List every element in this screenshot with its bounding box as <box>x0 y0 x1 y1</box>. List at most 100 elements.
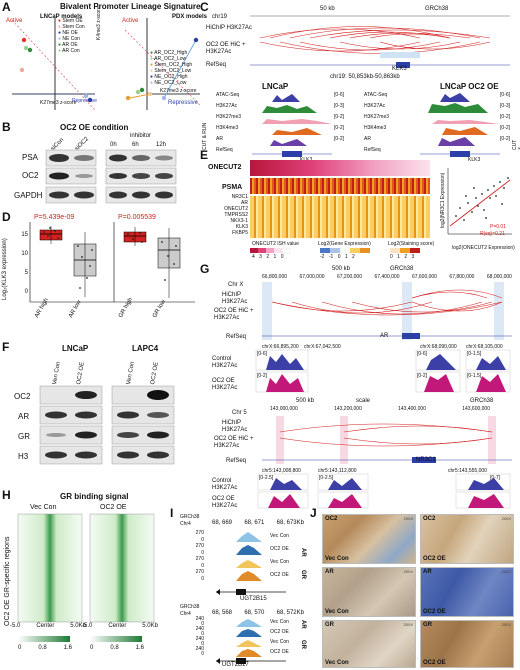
g-oe-label: OC2 OE H3K27Ac <box>212 378 238 391</box>
b-inhibitor: inhibitor <box>130 133 152 139</box>
i-yticks1: 270 0 270 0 270 0 270 0 <box>195 530 204 582</box>
i-genome2: GRCh38 <box>180 604 200 610</box>
a-point-ne-con <box>83 93 89 99</box>
panel-b-label: B <box>2 120 11 134</box>
a-left-active: Active <box>6 18 23 24</box>
c-right-tracks <box>420 93 500 157</box>
e-genes: NR3C1 AR ONECUT2 TMPRSS2 NKX3-1 KLK3 FKB… <box>224 194 248 236</box>
f-row-ar: AR <box>18 412 30 421</box>
a-point-ne-oc2-low <box>161 95 167 101</box>
panel-d-label: D <box>2 210 11 224</box>
f-row-oc2: OC2 <box>14 392 31 401</box>
a-legend-ar-low: AR_OC2_Low <box>154 56 187 62</box>
a-point-stem-con <box>19 67 25 73</box>
ihc-oc2-oe: OC2 200X OC2 OE <box>420 514 514 564</box>
g-ctrl2-label: Control H3K27Ac <box>212 478 238 491</box>
a-legend-stem-high: Stem_OC2_High <box>154 62 193 68</box>
b-lane-6h: 6h <box>132 142 139 148</box>
d-yticks: 15 10 5 0 <box>21 232 28 295</box>
g-arcs-nr3c1 <box>262 416 512 464</box>
c-left-h3k27ac: H3K27Ac <box>216 103 238 109</box>
e-scatter-xlabel: log2(ONECUT2 Expression) <box>452 245 515 251</box>
a-point-ar-oc2-high <box>139 87 145 93</box>
c-region: chr19: 50,853kb-50,863kb <box>330 74 400 80</box>
pdx-models-title: PDX models <box>172 14 208 20</box>
g-chrom1: Chr X <box>228 282 244 288</box>
a-point-ar-oe <box>27 47 33 53</box>
e-legend3-vals: 0 1 2 3 <box>390 254 415 260</box>
g-zoom1-d: chrX:68,105,000 <box>466 344 503 350</box>
c-hichip-label: HiChIP H3K27Ac <box>206 25 252 31</box>
g-coords1: 66,800,000 67,000,000 67,200,000 67,400,000… <box>262 274 512 280</box>
a-legend-stem-oe: Stem OE <box>62 18 83 24</box>
i-tracks-ugt2b15 <box>206 532 306 581</box>
b-lane-12h: 12h <box>156 142 167 148</box>
g-hichip-label: HiChIP H3K27Ac <box>222 292 248 305</box>
i-coords2: 68, 568 68, 570 68, 572Kb <box>212 610 304 616</box>
ihc-gr-oe: GR 200X OC2 OE <box>420 620 514 668</box>
i-tracks-ugt2b17 <box>206 619 306 657</box>
h-xticks-left: -5.0 Center 5.0Kb <box>10 623 86 629</box>
g-oe2-label: OC2 OE H3K27Ac <box>212 496 238 509</box>
c-left-ar: AR <box>216 136 223 142</box>
g-gene-nr3c1: NR3C1 <box>416 457 436 463</box>
a-legend-ar-oe: AR OE <box>62 42 78 48</box>
f-lane3: Ven Con <box>126 361 136 386</box>
g-oc2hic2-label: OC2 OE HiC + H3K27Ac <box>214 436 254 449</box>
g-zoom2-a: chr5:143,008,800 <box>262 468 301 474</box>
a-right-diag <box>124 29 201 106</box>
panel-a-label: A <box>2 0 11 14</box>
a-left-diag <box>11 19 96 111</box>
i-gene-ugt2b17: UGT2B17 <box>222 662 249 668</box>
a-point-ne-oc2-high <box>193 37 199 43</box>
d-pvalue-right: P=0.005539 <box>118 214 156 221</box>
lncap-models-title: LNCaP models <box>40 14 83 20</box>
h-xticks-right: -5.0 Center 5.0Kb <box>82 623 158 629</box>
g-nr3c1-tracks <box>257 473 511 509</box>
b-lane-0h: 0h <box>110 142 117 148</box>
c-lncap-title: LNCaP <box>262 82 289 91</box>
d-ylabel: Log₂(KLK3 expression) <box>2 238 8 300</box>
g-ar-tracks <box>255 349 511 393</box>
panel-h-label: H <box>2 488 11 502</box>
e-legend2-vals: -2 -1 0 1 2 <box>320 254 355 260</box>
g-refseq-label: RefSeq <box>226 334 247 340</box>
i-coords1: 68, 669 68, 671 68, 673Kb <box>212 520 304 526</box>
g-zoom1-c: chrX:68,090,000 <box>420 344 457 350</box>
i-chrom1: Chr4 <box>180 521 191 527</box>
a-legend-stem-con: Stem Con <box>62 24 85 30</box>
g-oc2hic-label: OC2 OE HiC + H3K27Ac <box>214 308 254 321</box>
a-legend-ne-oe: NE OE <box>62 30 78 36</box>
f-lapc4: LAPC4 <box>132 344 159 353</box>
a-point-ne-oe <box>87 97 93 103</box>
g-gene-ar: AR <box>380 333 389 339</box>
c-refseq-label: RefSeq <box>206 62 227 68</box>
c-lncap-oe-title: LNCaP OC2 OE <box>440 82 499 91</box>
d-pvalue-left: P=5.439e-09 <box>34 214 75 221</box>
f-row-gr: GR <box>18 432 30 441</box>
panel-e-label: E <box>200 148 209 162</box>
c-right-tracklabels: ATAC-Seq H3K27Ac H3K27me3 H3K4me3 AR Ref… <box>364 92 389 158</box>
ihc-ar-oe: AR 200X OC2 OE <box>420 567 514 617</box>
a-legend-stem-low: Stem_OC2_Low <box>154 68 192 74</box>
i-chrom2: Chr4 <box>180 611 191 617</box>
i-tracklabels2: Vec Con OC2 OE Vec Con OC2 OE <box>270 619 289 655</box>
a-point-stem-oc2-low <box>147 91 153 97</box>
c-left-ranges: [0-6] [0-3] [0-2] [0-2] [0-2] <box>334 92 345 142</box>
a-point-ar-con <box>23 45 29 51</box>
i-group-gr-1: GR <box>300 570 306 579</box>
i-tracklabels1: Vec Con OC2 OE Vec Con OC2 OE <box>270 533 289 578</box>
ihc-ar-veccon: AR 200X Vec Con <box>322 567 416 617</box>
f-lane4: OC2 OE <box>150 361 160 386</box>
b-western-blots <box>45 149 177 204</box>
e-legend1-vals: 4 3 2 1 0 <box>252 254 284 260</box>
a-right-repressive: Repressive <box>168 100 199 106</box>
a-point-ar-oc2-low <box>135 89 141 95</box>
i-group-gr-2: GR <box>300 640 306 649</box>
g-zoom1-a: chrX:66,895,200 <box>262 344 299 350</box>
c-right-h3k4me3: H3K4me3 <box>364 125 387 131</box>
e-heatmap <box>250 160 430 238</box>
g-zoom1-b: chrX:67,042,500 <box>304 344 341 350</box>
e-legend2-title: Log2(Gene Expression) <box>318 241 371 247</box>
i-genome1: GRCh38 <box>180 514 200 520</box>
